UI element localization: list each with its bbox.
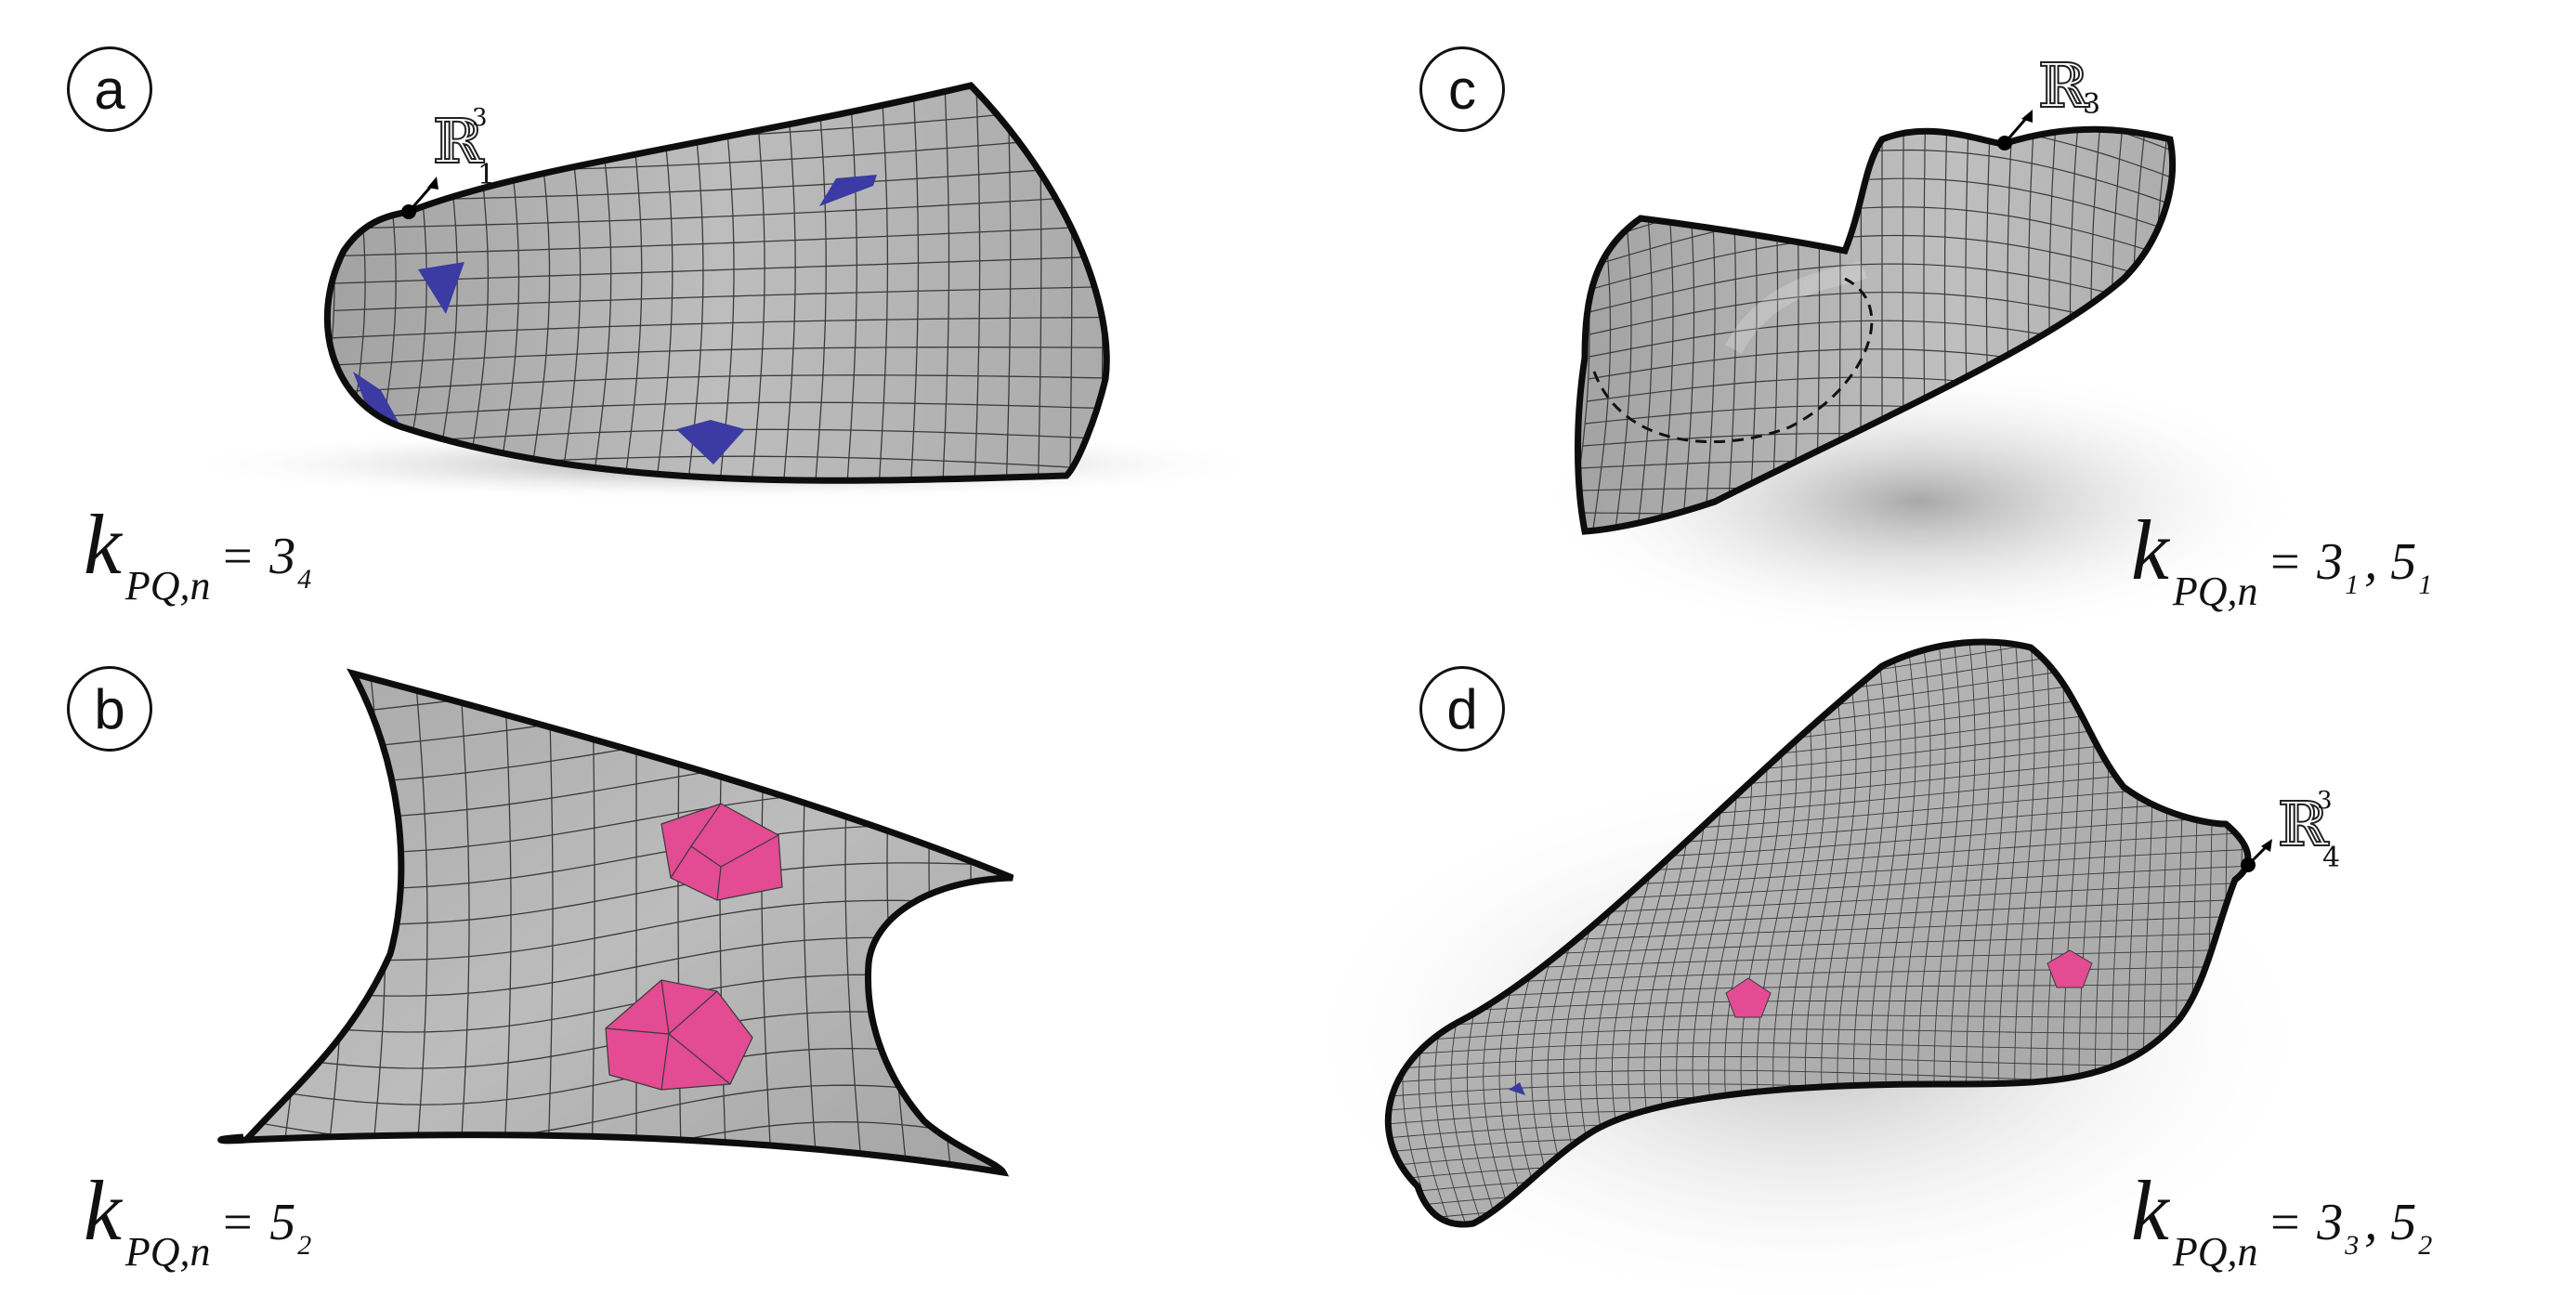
valence3-vertex-patch	[1509, 1082, 1525, 1095]
panel-label: c	[1419, 46, 1505, 132]
panel-c: c ℝ 3 kPQ,n= 31, 51	[1288, 0, 2575, 648]
valence3-vertex-patch	[418, 262, 464, 314]
surface-c-figure	[1529, 110, 2309, 641]
panel-label: b	[67, 666, 152, 752]
valence5-vertex-patch	[1725, 977, 1772, 1018]
space-label: ℝ 3	[2037, 50, 2101, 122]
valence-formula: kPQ,n= 52	[84, 1163, 312, 1275]
valence3-vertex-patch	[819, 175, 877, 206]
panel-label: d	[1419, 666, 1505, 752]
panel-a: a ℝ 3 1 kPQ,n= 34	[0, 0, 1288, 648]
panel-d: d ℝ 3 4 kPQ,n= 33, 52	[1288, 648, 2575, 1295]
valence3-vertex-patch	[676, 420, 745, 464]
valence5-vertex-patch	[605, 979, 753, 1091]
valence-formula: kPQ,n= 31, 51	[2131, 503, 2433, 614]
valence-formula: kPQ,n= 34	[84, 497, 312, 608]
hidden-dashed-curve	[1592, 277, 1874, 443]
surface-a-figure	[167, 0, 1282, 502]
panel-b: b kPQ,n= 52	[0, 648, 1288, 1295]
surface-b-figure	[217, 648, 1288, 1295]
panel-label: a	[67, 46, 152, 132]
space-label: ℝ 3 1	[432, 104, 496, 191]
valence5-vertex-patch	[2046, 949, 2093, 988]
valence-formula: kPQ,n= 33, 52	[2131, 1163, 2433, 1275]
space-label: ℝ 3 4	[2277, 787, 2341, 874]
valence3-vertex-patch	[353, 372, 401, 427]
surface-d-figure	[1288, 648, 2328, 1295]
